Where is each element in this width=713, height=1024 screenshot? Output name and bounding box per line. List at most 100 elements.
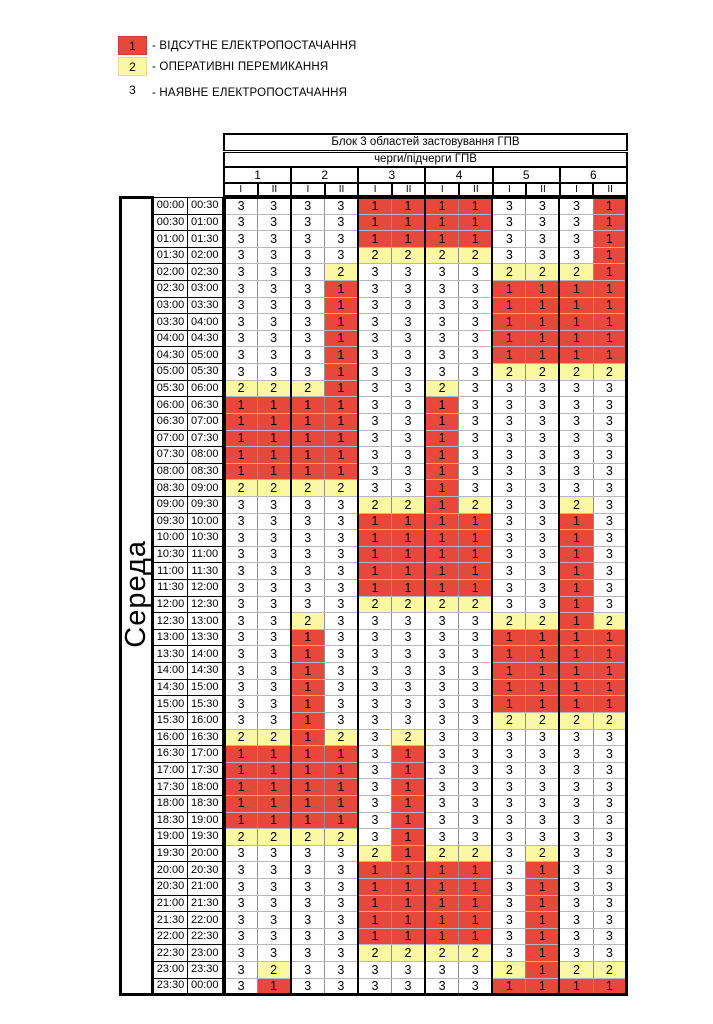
schedule-cell: 1: [221, 446, 258, 464]
schedule-cell: 1: [424, 579, 459, 597]
schedule-cell: 1: [558, 512, 594, 531]
schedule-cell: 3: [592, 579, 629, 597]
schedule-cell: 3: [458, 396, 493, 414]
schedule-cell: 3: [458, 828, 493, 846]
schedule-cell: 1: [323, 396, 358, 414]
table-row: 20:30 21:00 3 3 3 3 1 1 1 1 3 1 3 3: [121, 877, 629, 896]
table-row: 18:30 19:00 1 1 1 1 3 1 3 3 3 3 3 3: [121, 811, 629, 830]
schedule-cell: 1: [356, 894, 392, 913]
schedule-cell: 1: [525, 645, 560, 664]
schedule-cell: 1: [289, 728, 325, 747]
schedule-cell: 1: [289, 412, 325, 431]
schedule-cell: 1: [592, 280, 629, 298]
queue-header-5: 5: [491, 166, 561, 184]
schedule-cell: 3: [491, 246, 526, 265]
schedule-cell: 3: [458, 280, 493, 298]
schedule-cell: 3: [221, 695, 258, 713]
schedule-cell: 3: [256, 296, 291, 315]
schedule-cell: 2: [458, 944, 493, 963]
schedule-cell: 3: [289, 844, 325, 863]
schedule-cell: 1: [323, 446, 358, 464]
schedule-cell: 3: [525, 446, 560, 464]
schedule-cell: 3: [592, 844, 629, 863]
schedule-cell: 3: [525, 828, 560, 846]
time-end-cell: 13:30: [187, 628, 224, 647]
subqueue-header-5-I: I: [491, 182, 528, 197]
queue-header-2: 2: [290, 166, 360, 184]
schedule-cell: 3: [221, 196, 258, 215]
schedule-cell: 3: [221, 230, 258, 248]
schedule-cell: 3: [289, 495, 325, 514]
time-start-cell: 07:00: [152, 429, 188, 448]
schedule-cell: 1: [390, 745, 426, 763]
schedule-cell: 3: [356, 761, 392, 780]
schedule-cell: 3: [592, 778, 629, 796]
time-end-cell: 03:00: [187, 280, 224, 298]
time-start-cell: 16:30: [152, 745, 188, 763]
schedule-cell: 3: [458, 778, 493, 796]
schedule-cell: 3: [256, 363, 291, 381]
schedule-cell: 3: [390, 695, 426, 713]
schedule-cell: 3: [323, 711, 358, 730]
time-end-cell: 13:00: [187, 612, 224, 630]
schedule-cell: 3: [424, 363, 459, 381]
schedule-cell: 3: [221, 263, 258, 282]
legend: 1 - ВІДСУТНЕ ЕЛЕКТРОПОСТАЧАННЯ 2 - ОПЕРАТИВ…: [118, 36, 356, 104]
schedule-cell: 2: [289, 612, 325, 630]
time-end-cell: 10:00: [187, 512, 224, 531]
legend-label: - НАЯВНЕ ЕЛЕКТРОПОСТАЧАННЯ: [152, 87, 348, 99]
schedule-cell: 3: [390, 329, 426, 348]
schedule-cell: 3: [323, 927, 358, 946]
schedule-cell: 1: [424, 230, 459, 248]
schedule-cell: 3: [256, 695, 291, 713]
time-start-cell: 16:00: [152, 728, 188, 747]
schedule-cell: 3: [390, 412, 426, 431]
schedule-cell: 3: [424, 628, 459, 647]
schedule-cell: 2: [356, 595, 392, 614]
schedule-cell: 3: [558, 877, 594, 896]
schedule-cell: 1: [390, 230, 426, 248]
time-start-cell: 07:30: [152, 446, 188, 464]
schedule-cell: 3: [491, 595, 526, 614]
schedule-cell: 1: [424, 529, 459, 547]
schedule-cell: 1: [424, 861, 459, 879]
schedule-cell: 3: [491, 861, 526, 879]
schedule-cell: 3: [356, 429, 392, 448]
schedule-cell: 3: [491, 213, 526, 232]
schedule-cell: 2: [356, 495, 392, 514]
schedule-cell: 3: [289, 595, 325, 614]
schedule-cell: 3: [592, 728, 629, 747]
schedule-cell: 3: [221, 529, 258, 547]
time-end-cell: 17:30: [187, 761, 224, 780]
table-row: 11:30 12:00 3 3 3 3 1 1 1 1 3 3 1 3: [121, 579, 629, 597]
table-row: 21:00 21:30 3 3 3 3 1 1 1 1 3 1 3 3: [121, 894, 629, 913]
time-start-cell: 00:00: [152, 197, 188, 215]
schedule-cell: 3: [424, 761, 459, 780]
time-end-cell: 16:00: [187, 711, 224, 730]
schedule-cell: 1: [525, 961, 560, 979]
schedule-cell: 2: [491, 263, 526, 282]
schedule-cell: 2: [323, 828, 358, 846]
schedule-cell: 3: [458, 662, 493, 680]
schedule-cell: 3: [256, 545, 291, 564]
schedule-cell: 3: [390, 462, 426, 481]
schedule-cell: 3: [221, 346, 258, 365]
table-row: 19:00 19:30 2 2 2 2 3 1 3 3 3 3 3 3: [121, 828, 629, 846]
schedule-cell: 3: [256, 894, 291, 913]
schedule-cell: 1: [390, 794, 426, 813]
schedule-cell: 3: [221, 213, 258, 232]
schedule-cell: 1: [289, 761, 325, 780]
schedule-cell: 3: [558, 944, 594, 963]
schedule-cell: 2: [221, 828, 258, 846]
schedule-cell: 2: [458, 495, 493, 514]
schedule-cell: 3: [323, 579, 358, 597]
schedule-cell: 1: [390, 562, 426, 581]
time-end-cell: 05:00: [187, 346, 224, 365]
schedule-cell: 1: [525, 877, 560, 896]
schedule-cell: 1: [424, 927, 459, 946]
schedule-cell: 1: [356, 562, 392, 581]
schedule-cell: 1: [525, 678, 560, 697]
schedule-cell: 3: [491, 761, 526, 780]
schedule-cell: 3: [221, 363, 258, 381]
schedule-cell: 3: [289, 313, 325, 331]
